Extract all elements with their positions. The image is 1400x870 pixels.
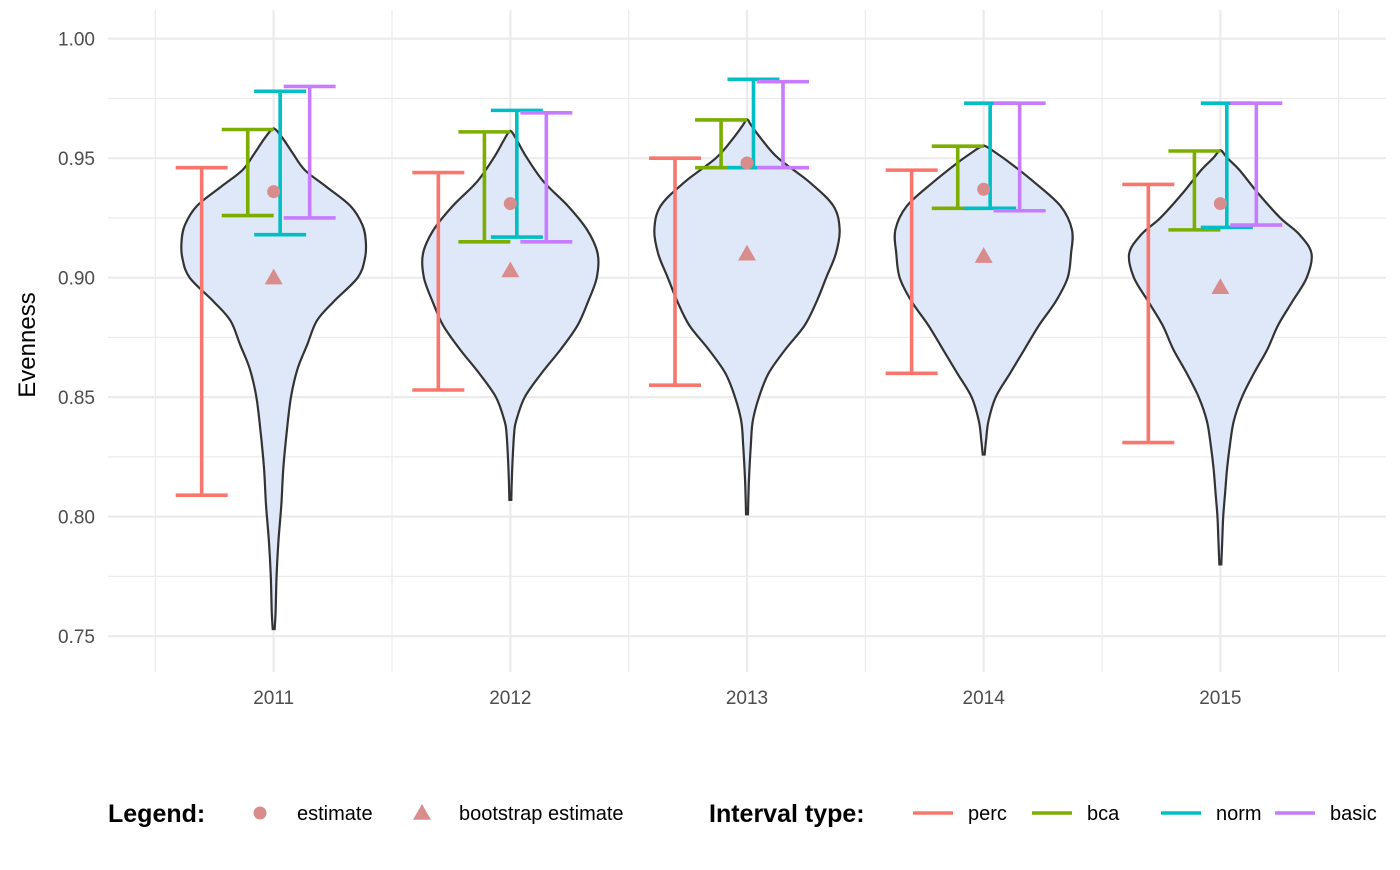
x-tick-label: 2015 <box>1199 688 1241 709</box>
violin-2011 <box>180 127 368 631</box>
legend-bootstrap-estimate-symbol <box>413 804 431 820</box>
y-tick-label: 0.95 <box>58 149 95 170</box>
point-layer <box>264 156 1230 294</box>
bootstrap-estimate-point-2012 <box>501 261 520 278</box>
y-tick-label: 0.80 <box>58 508 95 529</box>
x-tick-label: 2013 <box>726 688 768 709</box>
legend-points-title: Legend: <box>108 800 205 828</box>
violin-2013 <box>653 118 841 516</box>
estimate-point-2013 <box>740 156 754 170</box>
bootstrap-estimate-point-2014 <box>974 247 993 263</box>
estimate-point-2012 <box>503 197 517 211</box>
y-tick-label: 0.85 <box>58 388 95 409</box>
legend-interval-label: norm <box>1216 803 1262 825</box>
estimate-point-2014 <box>977 182 991 196</box>
legend-interval-label: perc <box>968 803 1007 825</box>
y-axis-title: Evenness <box>14 292 41 397</box>
bootstrap-estimate-point-2011 <box>264 268 283 285</box>
bootstrap-estimate-point-2013 <box>738 244 756 261</box>
violin-layer <box>180 118 1313 631</box>
y-tick-label: 0.75 <box>58 627 95 648</box>
interval-layer <box>175 77 1283 497</box>
estimate-point-2011 <box>267 185 281 199</box>
x-tick-label: 2012 <box>489 688 531 709</box>
legend-point-label: bootstrap estimate <box>459 803 624 825</box>
x-tick-label: 2014 <box>963 688 1006 709</box>
y-tick-label: 1.00 <box>58 30 95 51</box>
axis-layer: Evenness 0.75 0.80 0.85 0.90 0.95 1.00 2011 201… <box>14 30 1241 709</box>
x-tick-label: 2011 <box>253 688 294 709</box>
legend: Legend: Interval type: estimate bootstrap… <box>108 800 1377 828</box>
legend-interval-label: bca <box>1087 803 1120 825</box>
legend-interval-label: basic <box>1330 803 1377 825</box>
legend-intervals-title: Interval type: <box>709 800 865 828</box>
bootstrap-estimate-point-2015 <box>1211 278 1230 294</box>
estimate-point-2015 <box>1213 197 1227 211</box>
y-tick-label: 0.90 <box>58 269 95 290</box>
violin-2015 <box>1127 149 1313 566</box>
legend-point-label: estimate <box>297 803 373 825</box>
violin-2012 <box>421 129 600 502</box>
legend-estimate-symbol <box>253 806 267 820</box>
